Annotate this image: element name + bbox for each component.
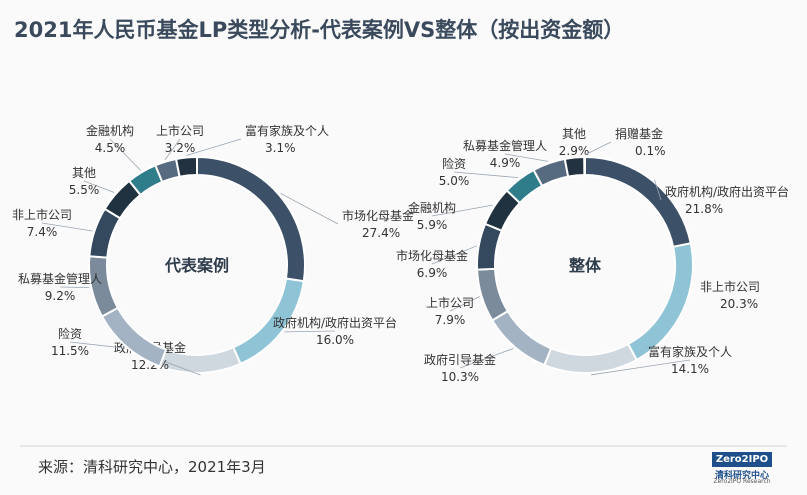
slice-value-label: 14.1% xyxy=(671,362,709,376)
slice-value-label: 16.0% xyxy=(316,333,354,347)
slice-category-label: 上市公司 xyxy=(426,295,474,310)
pie-slice xyxy=(174,155,198,178)
slice-value-label: 7.4% xyxy=(27,225,58,239)
slice-value-label: 27.4% xyxy=(362,226,400,240)
slice-category-label: 其他 xyxy=(72,166,96,180)
slice-value-label: 7.9% xyxy=(435,313,466,327)
source-note: 来源：清科研究中心，2021年3月 xyxy=(38,458,266,476)
pie-slice xyxy=(476,222,504,271)
leader-line xyxy=(431,204,493,217)
logo-wordmark: Zero2IPO xyxy=(712,452,772,467)
leader-line xyxy=(59,286,90,289)
slice-category-label: 政府机构/政府出资平台 xyxy=(665,184,789,199)
leader-line xyxy=(453,171,519,179)
donut-center-label: 代表案例 xyxy=(164,256,229,275)
slice-category-label: 其他 xyxy=(562,127,586,141)
slice-value-label: 21.8% xyxy=(685,202,723,216)
leader-line xyxy=(164,138,181,160)
pie-slice xyxy=(490,309,553,367)
slice-category-label: 金融机构 xyxy=(408,200,456,215)
logo-en-name: Zero2IPO Research xyxy=(713,478,771,485)
leader-line xyxy=(449,296,480,312)
chart-title: 2021年人民币基金LP类型分析-代表案例VS整体（按出资金额） xyxy=(14,18,625,42)
slice-value-label: 3.1% xyxy=(265,141,296,155)
slice-category-label: 私募基金管理人 xyxy=(18,271,102,286)
slice-category-label: 上市公司 xyxy=(156,123,204,138)
slice-category-label: 险资 xyxy=(442,156,466,171)
slice-category-label: 富有家族及个人 xyxy=(245,123,329,138)
pie-slice xyxy=(626,242,694,362)
slice-value-label: 5.5% xyxy=(69,183,100,197)
leader-line xyxy=(591,359,691,376)
slice-value-label: 0.1% xyxy=(635,144,666,158)
slice-value-label: 2.9% xyxy=(559,144,590,158)
pie-slice xyxy=(476,267,510,322)
slice-value-label: 11.5% xyxy=(51,344,89,358)
slice-value-label: 20.3% xyxy=(720,297,758,311)
slice-value-label: 5.0% xyxy=(439,174,470,188)
slice-category-label: 政府引导基金 xyxy=(424,352,496,367)
leader-line xyxy=(83,180,115,193)
slice-category-label: 金融机构 xyxy=(86,123,134,138)
leader-line xyxy=(186,138,242,156)
leader-line xyxy=(41,222,93,232)
leader-line xyxy=(284,330,336,333)
leader-line xyxy=(654,179,662,201)
slice-category-label: 非上市公司 xyxy=(700,279,760,294)
leader-line xyxy=(69,341,126,349)
slice-category-label: 市场化母基金 xyxy=(342,208,414,223)
slice-value-label: 9.2% xyxy=(45,289,76,303)
slice-value-label: 4.9% xyxy=(490,156,521,170)
slice-value-label: 5.9% xyxy=(417,218,448,232)
leader-line xyxy=(504,153,549,162)
donut-center-label: 整体 xyxy=(568,256,602,275)
leader-line xyxy=(109,138,141,171)
pie-slice xyxy=(88,255,120,318)
slice-category-label: 险资 xyxy=(58,326,82,341)
zero2ipo-logo: Zero2IPO 清科研究中心 Zero2IPO Research xyxy=(712,452,772,486)
slice-category-label: 捐赠基金 xyxy=(615,126,663,141)
pie-slice xyxy=(543,342,639,374)
slice-category-label: 政府机构/政府出资平台 xyxy=(273,315,397,330)
slice-value-label: 3.2% xyxy=(165,141,196,155)
slice-value-label: 4.5% xyxy=(95,141,126,155)
leader-line xyxy=(459,348,514,369)
pie-slice xyxy=(584,155,692,249)
pie-slice xyxy=(583,155,586,177)
leader-line xyxy=(431,245,477,265)
slice-category-label: 私募基金管理人 xyxy=(463,138,547,153)
slice-value-label: 6.9% xyxy=(417,266,448,280)
logo-cn-name: 清科研究中心 xyxy=(714,471,769,481)
slice-category-label: 市场化母基金 xyxy=(396,248,468,263)
pie-slice xyxy=(563,155,586,178)
leader-line xyxy=(584,141,612,156)
slice-value-label: 10.3% xyxy=(441,370,479,384)
leader-line xyxy=(280,192,339,225)
slice-category-label: 非上市公司 xyxy=(12,207,72,222)
slice-category-label: 富有家族及个人 xyxy=(648,344,732,359)
